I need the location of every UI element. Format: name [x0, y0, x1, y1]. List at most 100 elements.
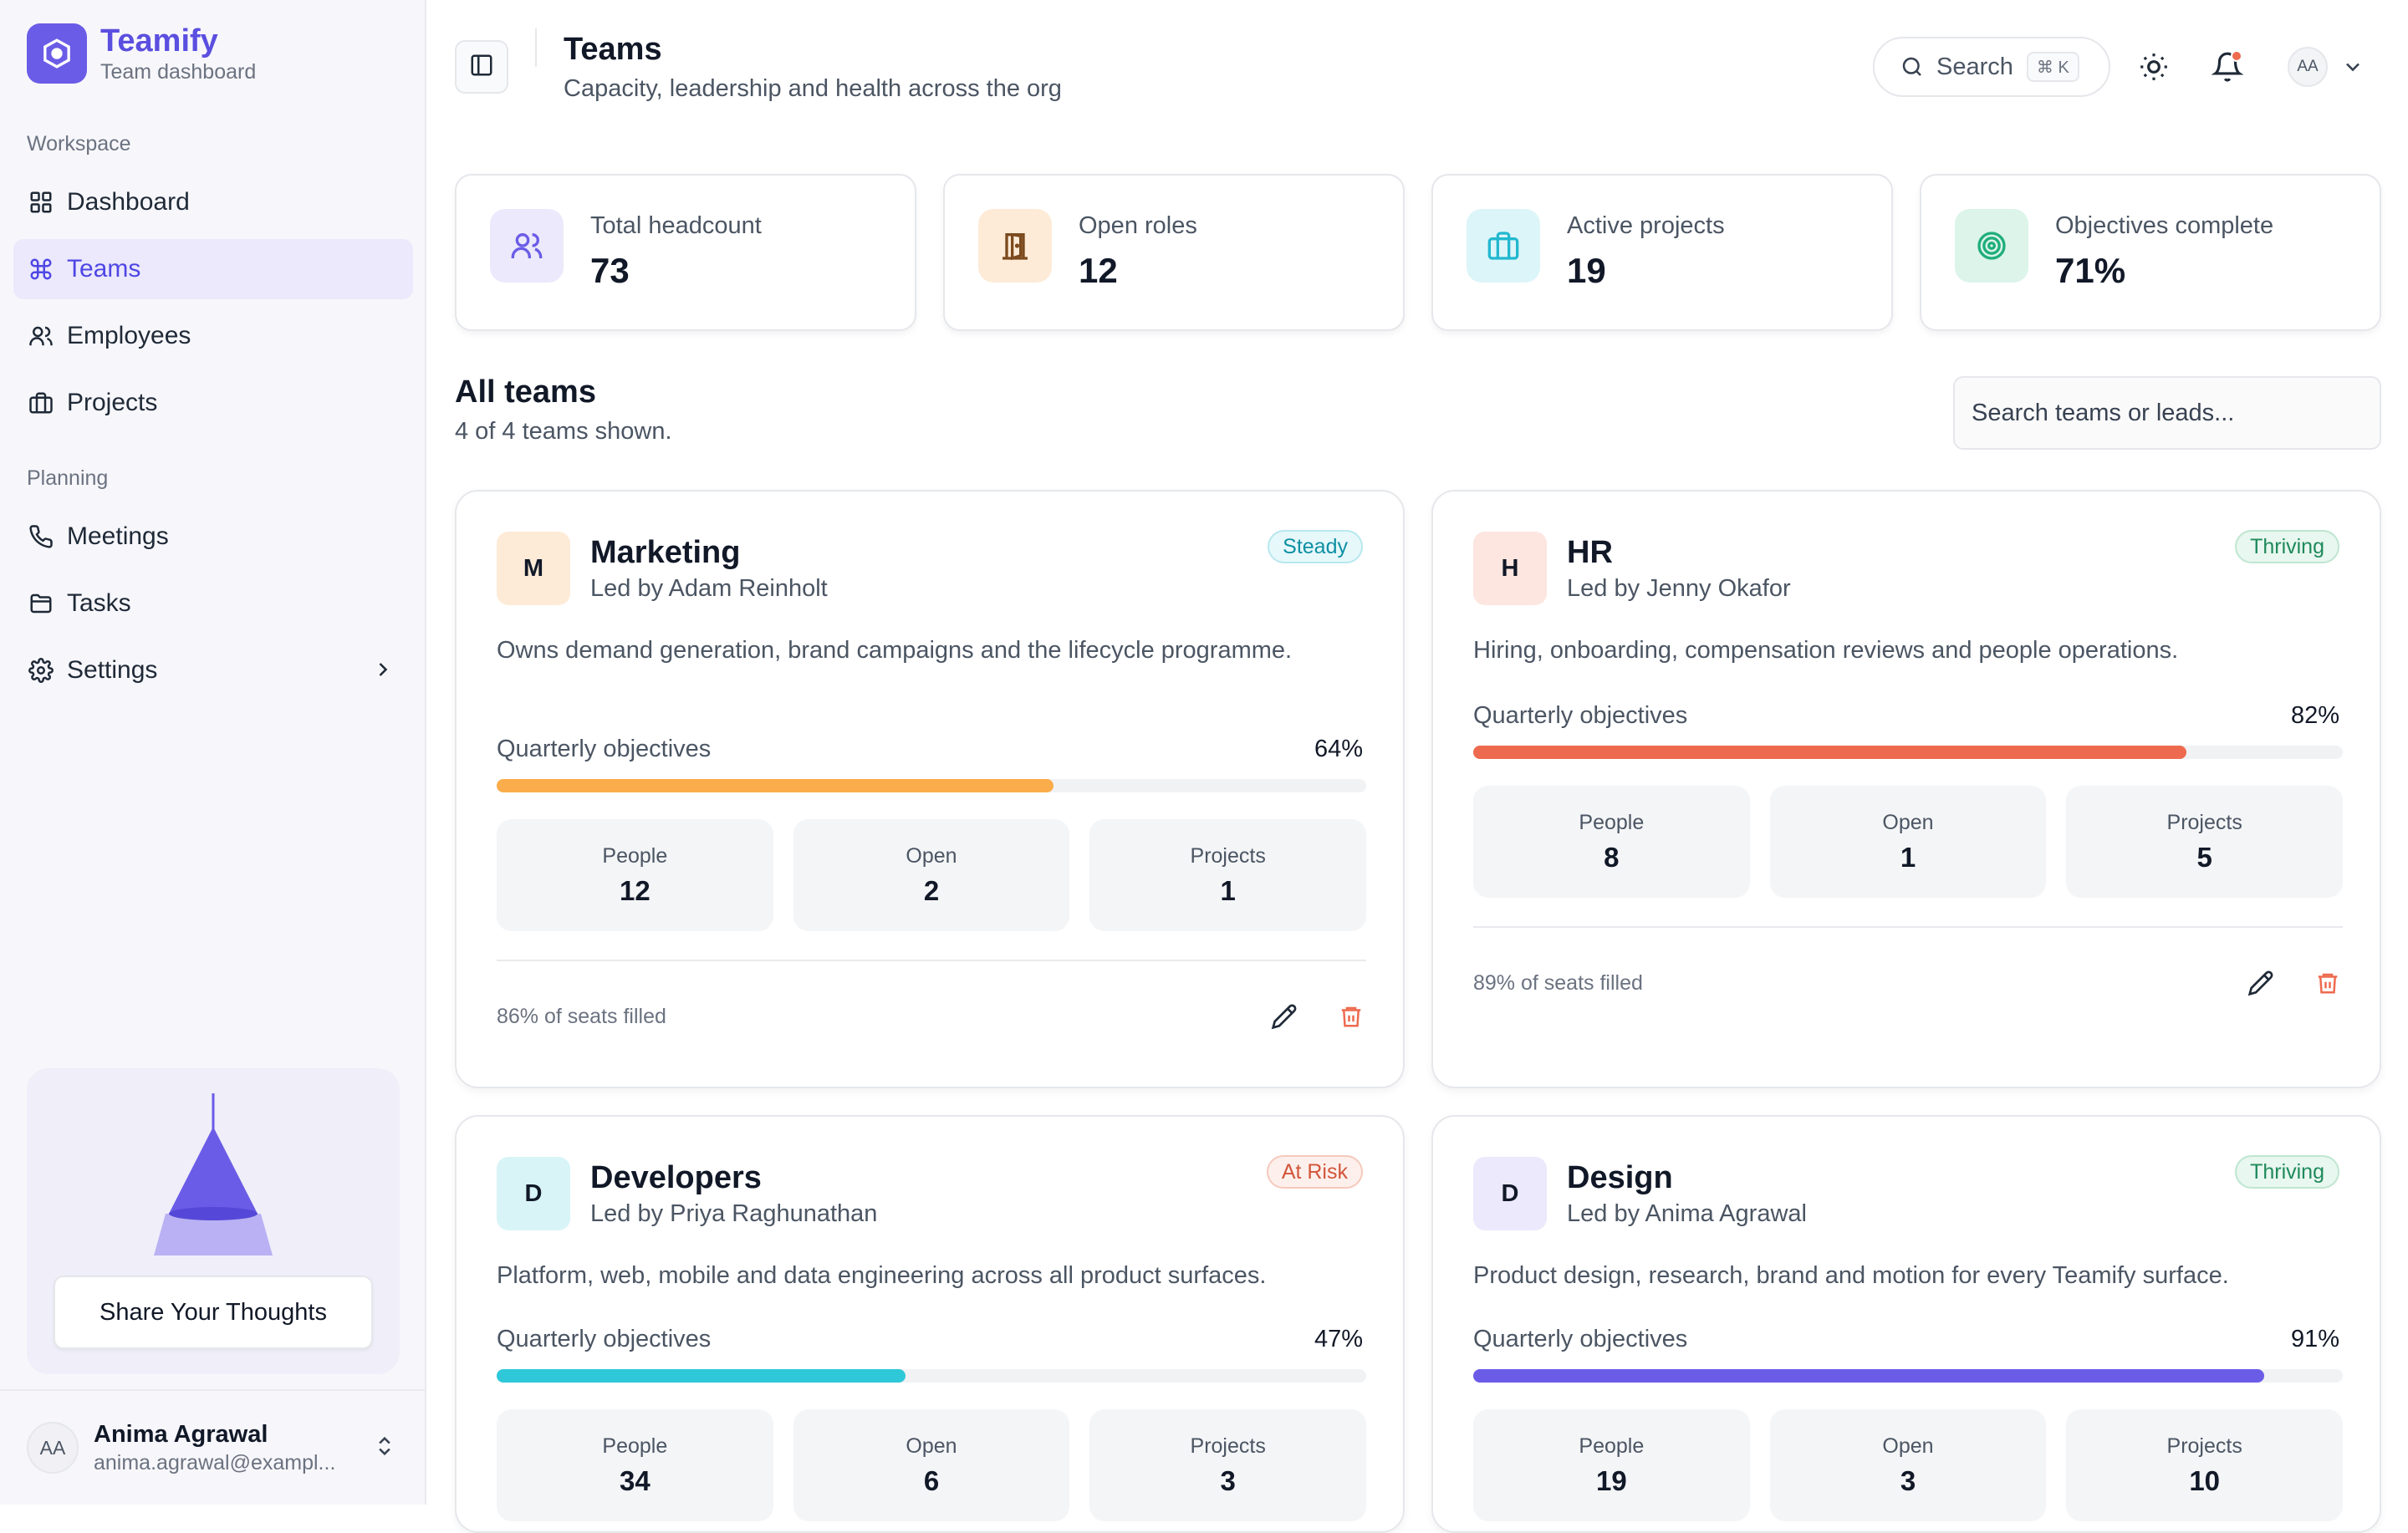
team-card-marketing[interactable]: M Marketing Led by Adam Reinholt Steady …: [455, 490, 1405, 1088]
team-avatar: M: [497, 532, 570, 605]
sidebar-item-label: Settings: [67, 656, 158, 684]
brand[interactable]: Teamify Team dashboard: [27, 23, 256, 84]
metric-people: People 19: [1473, 1409, 1750, 1521]
stat-card-active-projects: Active projects 19: [1431, 174, 1893, 331]
team-metrics: People 12 Open 2 Projects 1: [497, 819, 1367, 931]
nav-group-planning: Planning: [27, 466, 109, 490]
metric-open: Open 6: [793, 1409, 1070, 1521]
grid-icon: [27, 188, 55, 216]
edit-button[interactable]: [1266, 998, 1303, 1035]
metric-label: People: [602, 843, 668, 868]
stat-card-headcount: Total headcount 73: [455, 174, 916, 331]
nav-group-workspace: Workspace: [27, 132, 131, 155]
stat-value: 71%: [2055, 251, 2126, 290]
metric-value: 1: [1900, 841, 1916, 873]
status-badge: Thriving: [2235, 530, 2339, 563]
pencil-icon: [1271, 1003, 1298, 1030]
objectives-label: Quarterly objectives: [1473, 702, 1688, 729]
metric-label: Open: [1882, 1434, 1934, 1458]
sidebar-item-employees[interactable]: Employees: [13, 306, 413, 366]
status-badge: Thriving: [2235, 1155, 2339, 1189]
sidebar-item-projects[interactable]: Projects: [13, 373, 413, 433]
metric-value: 5: [2196, 841, 2212, 873]
header-divider: [535, 28, 537, 67]
metric-value: 1: [1220, 874, 1236, 906]
objectives-label: Quarterly objectives: [497, 736, 712, 762]
objectives-progress-fill: [497, 1369, 906, 1383]
avatar[interactable]: AA: [2288, 47, 2328, 87]
user-menu[interactable]: AA Anima Agrawal anima.agrawal@exampl...: [0, 1389, 425, 1505]
metric-projects: Projects 5: [2066, 786, 2344, 898]
metric-label: People: [1579, 810, 1645, 834]
sidebar-item-teams[interactable]: Teams: [13, 239, 413, 299]
stat-value: 12: [1079, 251, 1118, 290]
sidebar-item-meetings[interactable]: Meetings: [13, 507, 413, 567]
metric-label: Open: [906, 1434, 957, 1458]
sidebar-item-label: Dashboard: [67, 188, 190, 216]
sidebar-item-label: Tasks: [67, 589, 131, 617]
metric-label: Projects: [1190, 843, 1266, 868]
share-thoughts-button[interactable]: Share Your Thoughts: [54, 1276, 373, 1349]
stat-label: Open roles: [1079, 212, 1197, 239]
users-icon: [490, 209, 564, 283]
chevron-down-icon[interactable]: [2341, 55, 2365, 83]
team-lead: Led by Jenny Okafor: [1567, 575, 1791, 602]
global-search-button[interactable]: Search ⌘ K: [1873, 37, 2110, 97]
team-metrics: People 19 Open 3 Projects 10: [1473, 1409, 2344, 1521]
notifications-button[interactable]: [2207, 47, 2247, 87]
users-icon: [27, 322, 55, 350]
delete-button[interactable]: [2309, 965, 2346, 1001]
sidebar-toggle-button[interactable]: [455, 40, 508, 94]
notification-dot: [2231, 50, 2242, 62]
metric-label: Open: [906, 843, 957, 868]
sidebar-item-tasks[interactable]: Tasks: [13, 573, 413, 634]
team-avatar: D: [1473, 1157, 1547, 1230]
stat-label: Objectives complete: [2055, 212, 2274, 239]
chevrons-up-down-icon[interactable]: [373, 1433, 396, 1464]
team-card-developers[interactable]: D Developers Led by Priya Raghunathan At…: [455, 1115, 1405, 1533]
brand-logo-icon: [27, 23, 87, 84]
team-metrics: People 34 Open 6 Projects 3: [497, 1409, 1367, 1521]
team-name: HR: [1567, 535, 1613, 570]
avatar: AA: [27, 1422, 79, 1474]
team-name: Developers: [590, 1160, 762, 1195]
target-icon: [1955, 209, 2028, 283]
metric-value: 8: [1604, 841, 1620, 873]
team-card-hr[interactable]: H HR Led by Jenny Okafor Thriving Hiring…: [1431, 490, 2381, 1088]
sun-icon: [2138, 51, 2170, 83]
sidebar: Teamify Team dashboard Workspace Dashboa…: [0, 0, 426, 1505]
chevron-right-icon: [371, 658, 395, 688]
delete-button[interactable]: [1333, 998, 1370, 1035]
metric-value: 10: [2189, 1464, 2221, 1496]
metric-label: Projects: [2166, 1434, 2242, 1458]
theme-toggle-button[interactable]: [2134, 47, 2174, 87]
door-icon: [978, 209, 1052, 283]
stat-value: 73: [590, 251, 630, 290]
user-email: anima.agrawal@exampl...: [94, 1451, 336, 1474]
stat-label: Active projects: [1567, 212, 1725, 239]
trash-icon: [1339, 1004, 1364, 1029]
metric-label: People: [602, 1434, 668, 1458]
metric-projects: Projects 10: [2066, 1409, 2344, 1521]
team-name: Marketing: [590, 535, 741, 570]
seats-filled: 86% of seats filled: [497, 1005, 666, 1028]
sidebar-item-dashboard[interactable]: Dashboard: [13, 172, 413, 232]
section-title: All teams: [455, 374, 596, 410]
team-card-design[interactable]: D Design Led by Anima Agrawal Thriving P…: [1431, 1115, 2381, 1533]
metric-people: People 12: [497, 819, 773, 931]
sidebar-item-settings[interactable]: Settings: [13, 640, 413, 700]
sidebar-item-label: Meetings: [67, 522, 169, 550]
command-icon: [27, 255, 55, 283]
team-description: Owns demand generation, brand campaigns …: [497, 637, 1293, 664]
search-icon: [1900, 54, 1925, 79]
objectives-percent: 47%: [1314, 1326, 1363, 1352]
objectives-progress-fill: [1473, 1369, 2265, 1383]
edit-button[interactable]: [2242, 965, 2279, 1001]
metric-value: 12: [619, 874, 650, 906]
team-metrics: People 8 Open 1 Projects 5: [1473, 786, 2344, 898]
team-description: Product design, research, brand and moti…: [1473, 1262, 2229, 1289]
team-search-input[interactable]: [1953, 376, 2381, 450]
briefcase-icon: [1467, 209, 1540, 283]
metric-people: People 34: [497, 1409, 773, 1521]
metric-people: People 8: [1473, 786, 1750, 898]
